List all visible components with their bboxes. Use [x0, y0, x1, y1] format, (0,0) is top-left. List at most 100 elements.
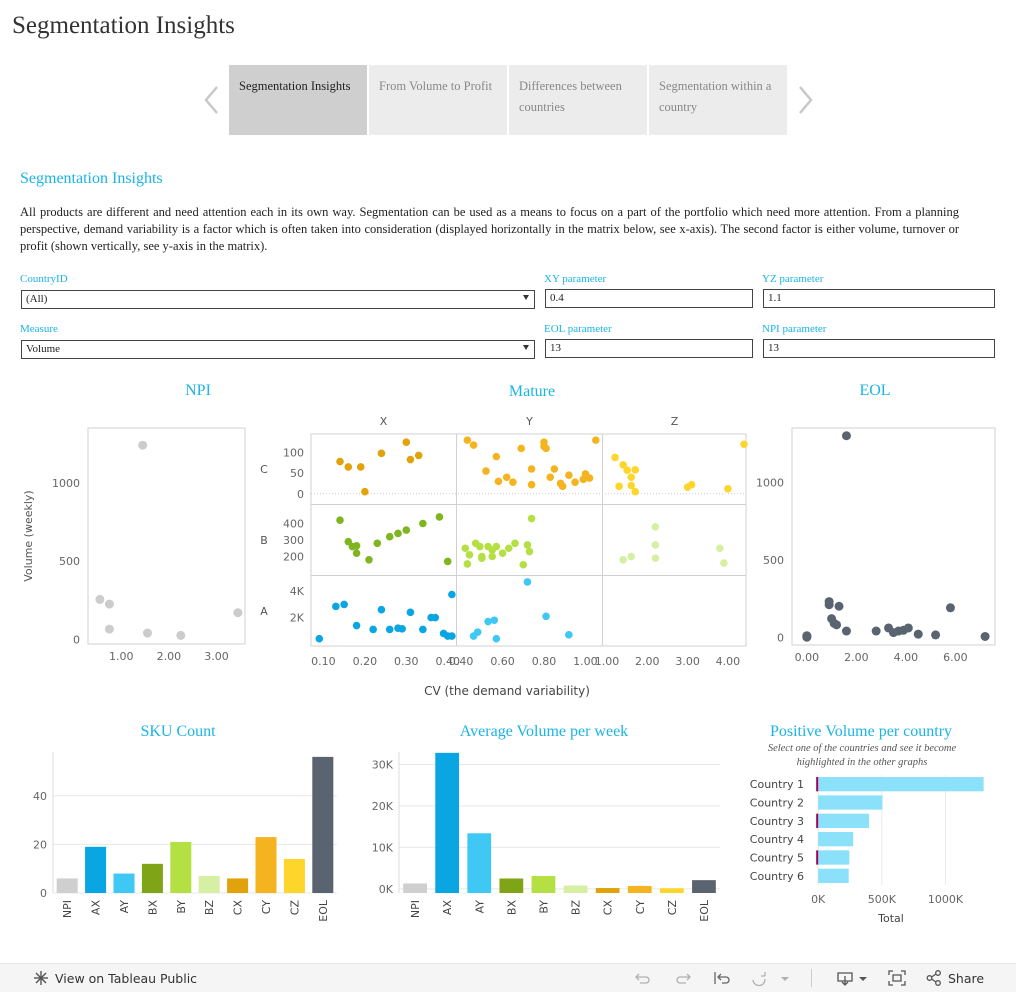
- yz-parameter-input[interactable]: 1.1: [763, 289, 995, 308]
- download-icon[interactable]: [836, 970, 868, 986]
- scatter-point: [527, 465, 536, 473]
- scatter-point: [463, 436, 472, 444]
- x-tick-label: AX: [90, 900, 103, 916]
- x-tick-label: 0.00: [795, 651, 820, 664]
- scatter-point: [945, 603, 955, 613]
- tab-volume-to-profit[interactable]: From Volume to Profit: [369, 65, 507, 135]
- scatter-point: [517, 444, 526, 453]
- scatter-point: [931, 630, 941, 640]
- scatter-point: [142, 628, 152, 638]
- scatter-point: [488, 552, 497, 561]
- bar: [692, 880, 716, 893]
- x-tick-label: CZ: [666, 900, 679, 916]
- refresh-icon[interactable]: [750, 970, 790, 986]
- scatter-point: [519, 560, 528, 569]
- tab-segmentation-insights[interactable]: Segmentation Insights: [229, 65, 367, 135]
- x-tick-label: CX: [602, 900, 615, 916]
- scatter-point: [352, 621, 361, 630]
- avg-volume-title: Average Volume per week: [459, 723, 629, 740]
- scatter-point: [104, 624, 114, 634]
- y-tick-label: 0: [40, 887, 47, 900]
- tab-segmentation-within-country[interactable]: Segmentation within a country: [649, 65, 787, 135]
- y-tick-label: 500: [59, 555, 80, 568]
- scatter-point: [591, 436, 600, 444]
- tab-differences-between-countries[interactable]: Differences between countries: [509, 65, 647, 135]
- row-header: B: [260, 534, 268, 547]
- npi-scatter-chart: 0 500 1000 1.00 2.00 3.00 Volume (weekly): [22, 427, 246, 663]
- eol-scatter-chart: 0 500 1000 0.00 2.00 4.00 6.00: [756, 427, 996, 664]
- scatter-point: [465, 551, 474, 559]
- scatter-point: [492, 542, 501, 551]
- y-tick-label: 40: [33, 790, 47, 803]
- bar: [170, 841, 192, 893]
- x-tick-label: 2.00: [635, 655, 660, 668]
- next-arrow-icon[interactable]: [792, 65, 818, 135]
- x-tick-label: 2.00: [844, 651, 869, 664]
- scatter-point: [716, 544, 724, 553]
- x-axis-label: Total: [877, 912, 904, 925]
- scatter-point: [176, 630, 186, 640]
- country-dropdown[interactable]: (All): [21, 290, 535, 309]
- scatter-point: [398, 625, 406, 633]
- category-label: Country 1: [750, 778, 804, 791]
- country-dropdown-value: (All): [26, 293, 48, 305]
- bar: [198, 875, 220, 893]
- y-tick-label: 4K: [290, 585, 305, 598]
- scatter-point: [619, 461, 627, 469]
- x-tick-label: AX: [441, 900, 454, 916]
- plot-frame: [791, 427, 996, 646]
- y-tick-label: 2K: [290, 612, 305, 625]
- bar: [312, 756, 334, 893]
- y-tick-label: 100: [283, 447, 304, 460]
- measure-dropdown[interactable]: Volume: [21, 340, 535, 359]
- x-tick-label: BZ: [570, 900, 583, 916]
- xy-parameter-label: XY parameter: [544, 273, 607, 285]
- scatter-point: [373, 539, 382, 548]
- view-on-tableau-link[interactable]: View on Tableau Public: [55, 971, 198, 986]
- y-axis-label: Volume (weekly): [22, 490, 35, 581]
- x-tick-label: EOL: [698, 899, 711, 922]
- prev-arrow-icon[interactable]: [200, 65, 226, 135]
- scatter-point: [651, 541, 660, 549]
- share-icon[interactable]: [926, 970, 942, 986]
- revert-icon[interactable]: [713, 970, 731, 986]
- x-tick-label: BZ: [203, 900, 216, 916]
- eol-parameter-label: EOL parameter: [544, 323, 612, 335]
- scatter-point: [619, 556, 627, 564]
- scatter-point: [369, 625, 377, 634]
- share-button[interactable]: Share: [948, 971, 985, 986]
- x-tick-label: 1.00: [573, 655, 598, 668]
- npi-parameter-input[interactable]: 13: [763, 339, 995, 358]
- scatter-point: [527, 480, 536, 489]
- fullscreen-icon[interactable]: [888, 970, 906, 986]
- highlight-marker: [816, 850, 819, 865]
- footer-toolbar: View on Tableau Public Share: [0, 963, 1016, 992]
- scatter-point: [492, 452, 501, 461]
- redo-icon[interactable]: [674, 970, 692, 986]
- scatter-point: [494, 477, 503, 486]
- scatter-point: [352, 541, 361, 550]
- bar: [818, 777, 984, 792]
- scatter-point: [740, 440, 748, 449]
- x-tick-label: 0K: [811, 893, 826, 906]
- scatter-point: [356, 463, 365, 471]
- scatter-point: [504, 544, 513, 553]
- eol-parameter-input[interactable]: 13: [545, 339, 753, 358]
- scatter-point: [377, 449, 386, 458]
- undo-icon[interactable]: [634, 970, 652, 986]
- scatter-point: [448, 590, 456, 599]
- scatter-point: [627, 552, 635, 561]
- scatter-point: [394, 529, 402, 538]
- scatter-point: [344, 463, 353, 471]
- x-tick-label: 0.20: [353, 655, 378, 668]
- scatter-point: [484, 617, 492, 626]
- xy-parameter-input[interactable]: 0.4: [545, 289, 753, 308]
- y-tick-label: 0K: [379, 883, 394, 896]
- scatter-point: [419, 625, 427, 634]
- bar: [283, 858, 305, 893]
- bar: [818, 868, 849, 883]
- scatter-point: [720, 559, 728, 567]
- plot-frame: [87, 427, 246, 645]
- scatter-point: [834, 601, 844, 611]
- scatter-point: [841, 626, 851, 636]
